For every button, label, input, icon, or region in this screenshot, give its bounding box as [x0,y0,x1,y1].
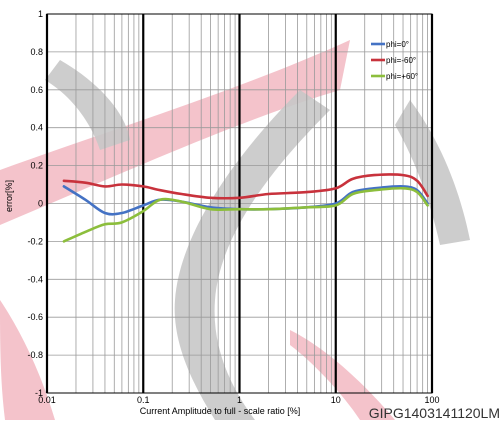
watermark-pink-ribbon-upper [0,40,350,225]
watermark-grey-ribbon-left [45,60,130,150]
y-tick-label: -0.4 [27,274,43,284]
plot-frame [46,13,433,394]
y-tick-label: 0.4 [30,123,43,133]
series-line-2 [62,173,429,200]
x-tick-label: 0.1 [137,395,150,405]
x-tick-label: 100 [424,395,439,405]
y-tick-label: 0.8 [30,47,43,57]
y-tick-label: 1 [38,9,43,19]
series-line-3 [62,186,429,243]
legend-label: phi=+60° [386,72,418,81]
y-axis-label: error[%] [4,180,14,212]
x-tick-label: 0.01 [38,395,56,405]
y-tick-label: -1 [35,388,43,398]
y-tick-label: -0.8 [27,350,43,360]
watermark-grey-ribbon-center [174,90,330,420]
y-tick-label: 0.2 [30,161,43,171]
y-tick-label: 0 [38,199,43,209]
series-lines [62,173,429,243]
legend-label: phi=0° [386,40,409,49]
y-tick-labels: 1 0.8 0.6 0.4 0.2 0 -0.2 -0.4 -0.6 -0.8 -1 [27,9,43,398]
watermark-code: GIPG1403141120LM [369,405,500,421]
watermark-ribbons [0,40,470,420]
y-tick-label: 0.6 [30,85,43,95]
x-tick-label: 1 [237,395,242,405]
watermark-pink-ribbon-lower [0,300,55,420]
watermark-pink-ribbon-right [290,330,395,420]
legend-label: phi=-60° [386,56,416,65]
y-tick-label: -0.6 [27,312,43,322]
x-tick-labels: 0.01 0.1 1 10 100 [38,395,439,405]
y-tick-label: -0.2 [27,236,43,246]
x-axis-label: Current Amplitude to full - scale ratio … [140,406,301,416]
x-tick-label: 10 [331,395,341,405]
legend: phi=0° phi=-60° phi=+60° [371,40,418,81]
